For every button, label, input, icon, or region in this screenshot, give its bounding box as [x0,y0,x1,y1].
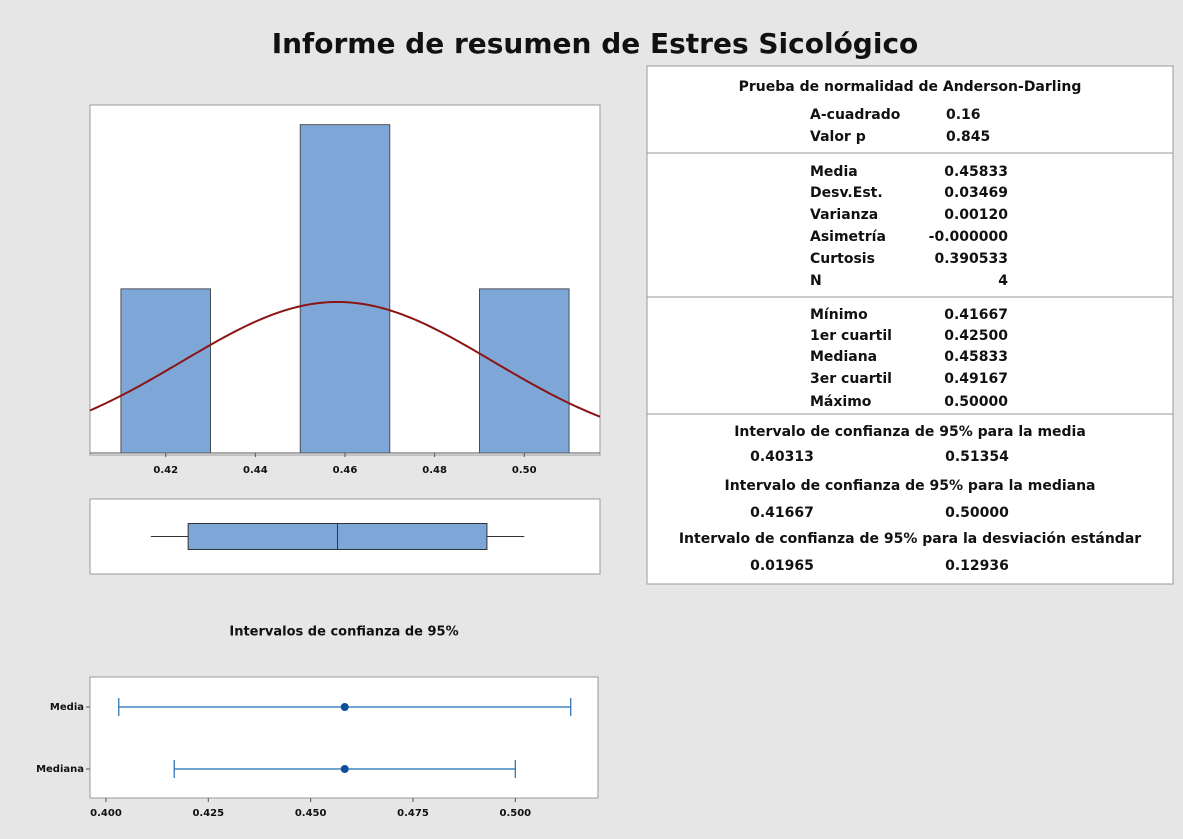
x-tick-label: 0.42 [153,465,178,476]
row-value: 0.390533 [934,251,1008,267]
interval-title: Intervalo de confianza de 95% para la me… [734,424,1086,440]
section-title: Prueba de normalidad de Anderson-Darling [739,79,1082,95]
row-value: 0.50000 [944,394,1008,410]
x-tick-label: 0.50 [512,465,537,476]
x-tick-label: 0.425 [192,808,224,819]
row-label: Máximo [810,394,872,410]
x-tick-label: 0.475 [397,808,429,819]
row-label: Media [810,164,858,180]
row-label: A-cuadrado [810,107,901,123]
row-label: Mínimo [810,307,868,323]
row-value: 0.00120 [944,207,1008,223]
x-tick-label: 0.46 [333,465,358,476]
row-label: Varianza [810,207,878,223]
y-tick-label: Media [50,702,84,713]
row-label: Asimetría [810,229,886,245]
interval-title: Intervalo de confianza de 95% para la me… [724,478,1095,494]
chart-title: Intervalos de confianza de 95% [229,625,458,640]
row-label: Curtosis [810,251,875,267]
bar [479,288,570,454]
estimate-point [340,703,349,711]
x-tick-label: 0.400 [90,808,122,819]
row-value: 0.45833 [944,164,1008,180]
y-tick-label: Mediana [36,764,84,775]
x-tick-label: 0.500 [499,808,531,819]
x-tick-label: 0.450 [295,808,327,819]
row-value: -0.000000 [929,229,1009,245]
interval-title: Intervalo de confianza de 95% para la de… [679,531,1141,547]
row-label: Desv.Est. [810,185,883,201]
report-title: Informe de resumen de Estres Sicológico [272,27,919,60]
x-tick-label: 0.48 [422,465,447,476]
row-value: 0.41667 [944,307,1008,323]
row-value: 0.45833 [944,349,1008,365]
interval-panel [89,676,599,799]
row-label: Mediana [810,349,877,365]
normal-fit [89,300,601,418]
interval-low: 0.01965 [750,558,814,574]
stats-table [646,65,1174,585]
interval-high: 0.50000 [945,505,1009,521]
estimate-point [340,765,349,773]
x-tick-label: 0.44 [243,465,268,476]
row-value: 0.845 [946,129,990,145]
row-label: 3er cuartil [810,371,892,387]
row-label: 1er cuartil [810,328,892,344]
row-value: 4 [998,273,1008,289]
bar [299,124,391,454]
interval-high: 0.51354 [945,449,1009,465]
interval-low: 0.40313 [750,449,814,465]
row-value: 0.49167 [944,371,1008,387]
interval-high: 0.12936 [945,558,1009,574]
row-value: 0.16 [946,107,981,123]
interval-low: 0.41667 [750,505,814,521]
row-label: N [810,273,822,289]
row-value: 0.03469 [944,185,1008,201]
row-label: Valor p [810,129,866,145]
row-value: 0.42500 [944,328,1008,344]
